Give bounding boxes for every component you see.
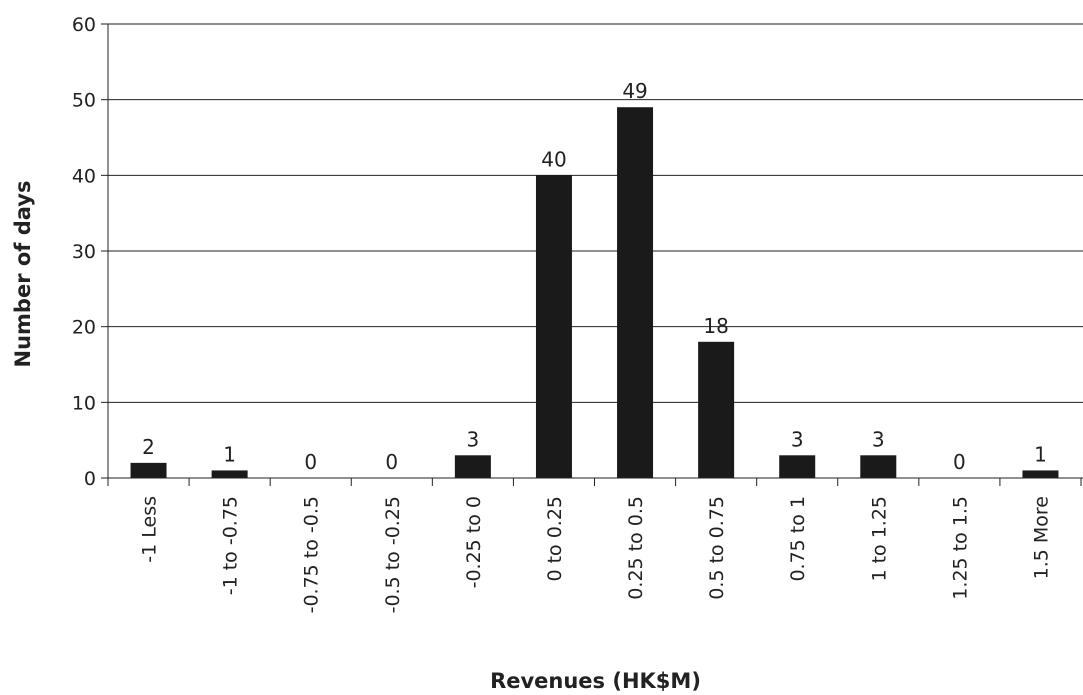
bars (130, 107, 1059, 479)
y-tick-label: 0 (84, 468, 96, 490)
bar (860, 455, 897, 478)
y-tick-labels: 0 10 20 30 40 50 60 (72, 14, 96, 490)
bar-value-label: 3 (791, 427, 804, 451)
y-axis-title: Number of days (11, 181, 35, 368)
bar (130, 462, 167, 478)
x-tick-label: 1.5 More (1030, 496, 1052, 579)
x-tick-label: 0.75 to 1 (787, 496, 809, 582)
value-labels: 2 1 0 0 3 40 49 18 3 3 0 1 (142, 79, 1047, 474)
y-tick-label: 30 (72, 241, 96, 263)
x-tick-label: 1 to 1.25 (868, 496, 890, 582)
bar-value-label: 3 (872, 427, 885, 451)
x-tick-label: -0.75 to -0.5 (301, 496, 323, 613)
axes (101, 23, 1083, 486)
x-axis-title: Revenues (HK$M) (490, 669, 701, 693)
x-tick-labels: -1 Less -1 to -0.75 -0.75 to -0.5 -0.5 to -… (139, 496, 1053, 613)
gridlines (108, 23, 1083, 403)
bar-value-label: 40 (541, 147, 566, 171)
x-tick-label: -1 Less (139, 496, 161, 563)
bar (698, 341, 735, 478)
bar-value-label: 18 (703, 314, 728, 338)
bar-value-label: 0 (385, 450, 398, 474)
bar (1022, 470, 1059, 478)
y-tick-label: 40 (72, 165, 96, 187)
bar (454, 455, 491, 478)
y-tick-label: 10 (72, 392, 96, 414)
x-tick-label: -0.25 to 0 (463, 496, 485, 588)
y-tick-label: 50 (72, 90, 96, 112)
bar-value-label: 49 (622, 79, 647, 103)
bar-value-label: 0 (304, 450, 317, 474)
bar-value-label: 1 (1034, 442, 1047, 466)
x-tick-label: -1 to -0.75 (220, 496, 242, 595)
bar (617, 107, 654, 478)
bar (779, 455, 816, 478)
x-tick-label: 0.25 to 0.5 (625, 496, 647, 600)
bar-value-label: 3 (467, 427, 480, 451)
x-tick-label: -0.5 to -0.25 (382, 496, 404, 613)
bar-value-label: 2 (142, 435, 155, 459)
x-tick-label: 1.25 to 1.5 (949, 496, 971, 600)
y-tick-label: 20 (72, 317, 96, 339)
x-tick-label: 0.5 to 0.75 (706, 496, 728, 600)
x-tick-label: 0 to 0.25 (544, 496, 566, 582)
bar (211, 470, 248, 478)
bar (535, 175, 572, 479)
y-tick-label: 60 (72, 14, 96, 36)
bar-value-label: 0 (953, 450, 966, 474)
bar-value-label: 1 (223, 442, 236, 466)
